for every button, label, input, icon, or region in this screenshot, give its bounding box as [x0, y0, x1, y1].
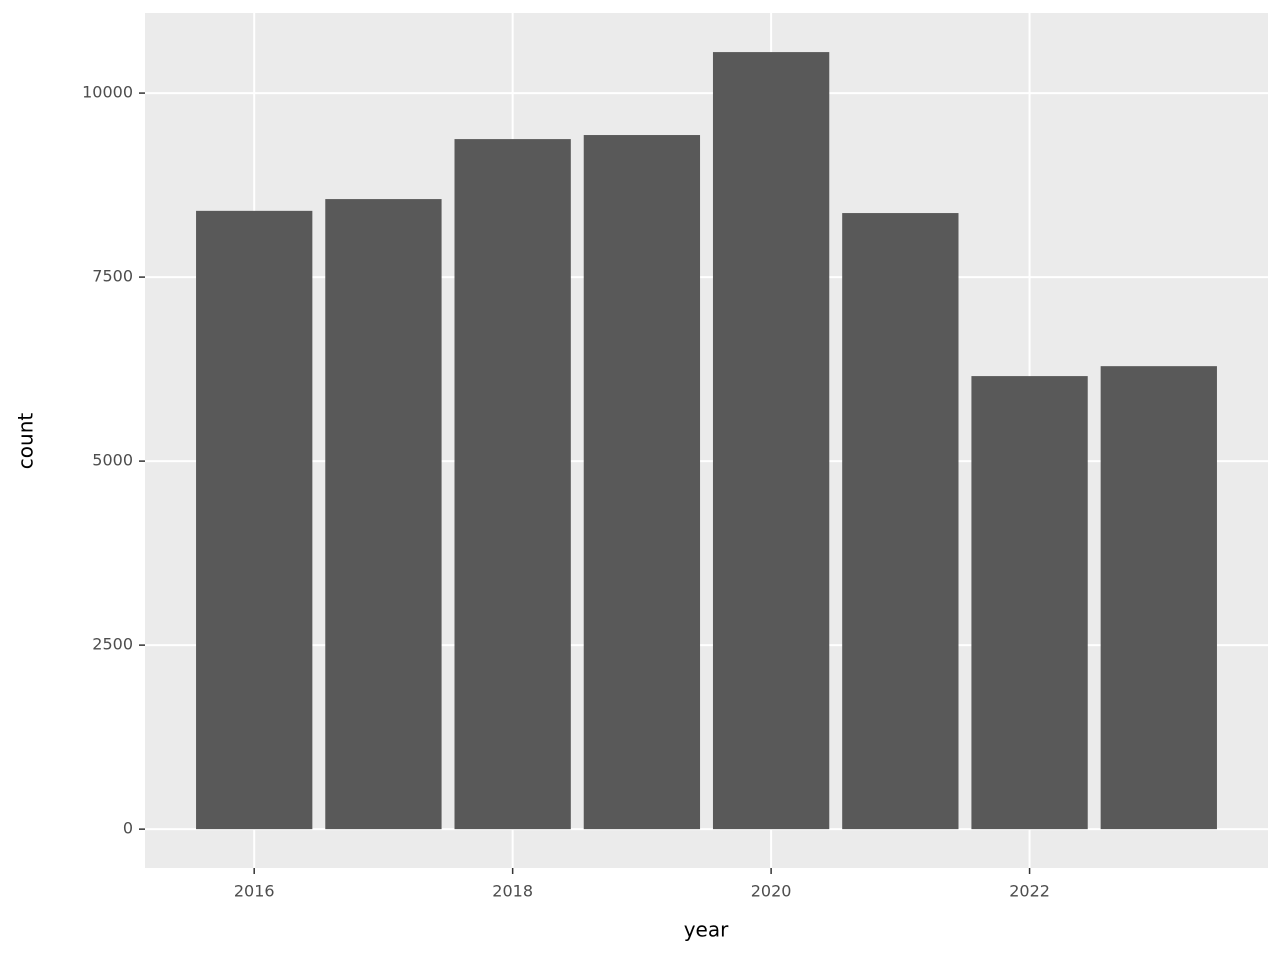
y-tick-label: 10000 [82, 83, 133, 102]
x-tick-label: 2022 [1009, 882, 1050, 901]
x-axis-title: year [684, 918, 729, 942]
bar [325, 199, 442, 830]
y-tick-label: 5000 [92, 451, 133, 470]
x-tick-label: 2020 [751, 882, 792, 901]
bar [1100, 366, 1217, 830]
bar [454, 139, 571, 830]
panel [145, 13, 1268, 868]
bar [583, 135, 701, 830]
y-tick-label: 7500 [92, 267, 133, 286]
bar [842, 213, 959, 830]
y-tick-label: 0 [123, 819, 133, 838]
y-tick-label: 2500 [92, 635, 133, 654]
x-tick-label: 2016 [234, 882, 275, 901]
y-axis-title: count [14, 413, 38, 470]
bar [196, 210, 313, 830]
x-tick-label: 2018 [492, 882, 533, 901]
bar [971, 376, 1088, 830]
bar [712, 52, 830, 830]
